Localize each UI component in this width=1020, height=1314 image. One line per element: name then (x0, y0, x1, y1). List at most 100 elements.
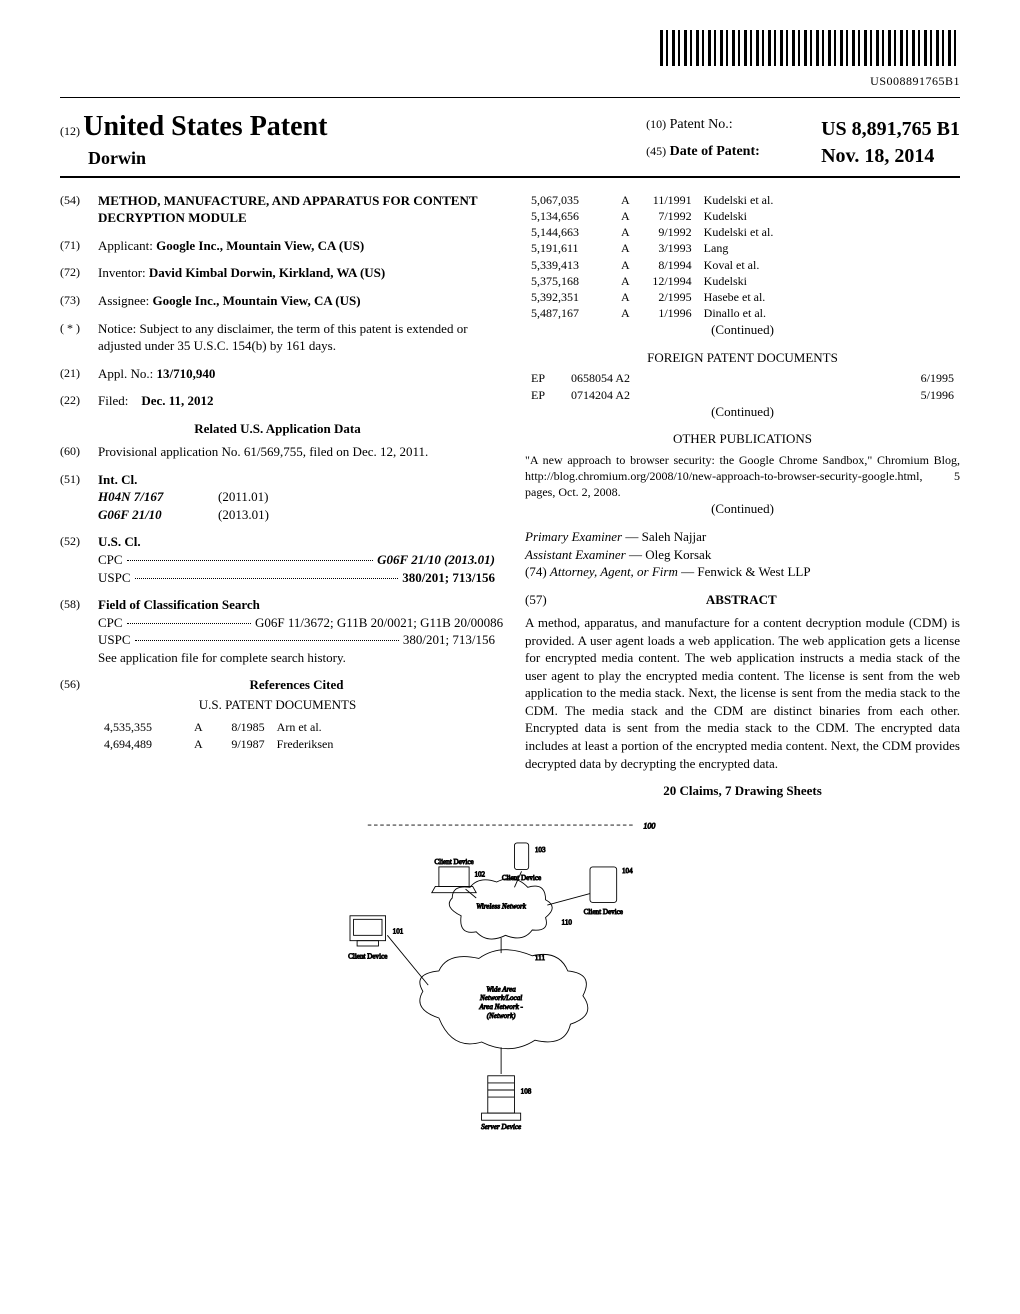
ref-row: 5,375,168A12/1994Kudelski (525, 273, 960, 289)
abstract-head: ABSTRACT (550, 591, 933, 609)
f58-uspc-r: 380/201; 713/156 (403, 631, 495, 649)
code-71: (71) (60, 237, 98, 255)
fig-label-100: 100 (643, 821, 655, 830)
continued-1: (Continued) (525, 321, 960, 339)
ref-date: 1/1996 (636, 305, 698, 321)
fig-client-label-1: Client Device (348, 952, 387, 960)
ref-auth: Kudelski et al. (698, 224, 960, 240)
field-60: (60) Provisional application No. 61/569,… (60, 443, 495, 461)
attorney-name: — Fenwick & West LLP (678, 564, 811, 579)
other-pub-text: "A new approach to browser security: the… (525, 452, 960, 501)
continued-2: (Continued) (525, 403, 960, 421)
continued-3: (Continued) (525, 500, 960, 518)
attorney-code: (74) (525, 564, 547, 579)
ref-row: 5,392,351A2/1995Hasebe et al. (525, 289, 960, 305)
ref-row: EP0714204 A25/1996 (525, 387, 960, 403)
left-column: (54) METHOD, MANUFACTURE, AND APPARATUS … (60, 192, 495, 800)
ref-date: 2/1995 (636, 289, 698, 305)
ref-row: EP0658054 A26/1995 (525, 370, 960, 386)
primary-examiner-label: Primary Examiner (525, 529, 622, 544)
value-60: Provisional application No. 61/569,755, … (98, 443, 495, 461)
field-52: (52) U.S. Cl. CPCG06F 21/10 (2013.01) US… (60, 533, 495, 586)
ref-row: 5,134,656A7/1992Kudelski (525, 208, 960, 224)
fig-client-label-4: Client Device (584, 908, 623, 916)
fig-server-label: Server Device (481, 1123, 521, 1131)
abstract-code: (57) (525, 592, 547, 607)
ref-cc: EP (525, 387, 565, 403)
title-54: METHOD, MANUFACTURE, AND APPARATUS FOR C… (98, 192, 495, 227)
code-54: (54) (60, 192, 98, 227)
ref-auth: Dinallo et al. (698, 305, 960, 321)
ref-kind: A (188, 719, 209, 735)
abstract-head-row: (57) ABSTRACT (525, 591, 960, 609)
ref-kind: A (615, 289, 636, 305)
claims-sheets-line: 20 Claims, 7 Drawing Sheets (525, 782, 960, 800)
fig-wan-label-4: (Network) (487, 1012, 516, 1020)
dots-icon (135, 631, 399, 641)
fig-wan-label-2: Network/Local (479, 994, 522, 1002)
ref-row: 4,535,355A8/1985Arn et al. (98, 719, 533, 735)
f52-cpc-r: G06F 21/10 (2013.01) (377, 551, 495, 569)
ref-row: 5,067,035A11/1991Kudelski et al. (525, 192, 960, 208)
label-72: Inventor: (98, 265, 146, 280)
ref-date: 5/1996 (898, 387, 960, 403)
field-71: (71) Applicant: Google Inc., Mountain Vi… (60, 237, 495, 255)
ref-num: 0714204 A2 (565, 387, 898, 403)
ref-date: 8/1994 (636, 257, 698, 273)
label-52: U.S. Cl. (98, 533, 495, 551)
fig-label-101: 101 (393, 927, 404, 935)
ref-auth: Frederiksen (271, 736, 533, 752)
primary-examiner: — Saleh Najjar (622, 529, 706, 544)
value-72: David Kimbal Dorwin, Kirkland, WA (US) (149, 265, 385, 280)
assistant-examiner: — Oleg Korsak (626, 547, 712, 562)
label-21: Appl. No.: (98, 366, 153, 381)
fig-label-102: 102 (474, 870, 485, 878)
ref-date: 9/1992 (636, 224, 698, 240)
ref-auth: Koval et al. (698, 257, 960, 273)
ref-kind: A (615, 305, 636, 321)
patent-no-label: Patent No.: (670, 117, 733, 132)
value-notice: Subject to any disclaimer, the term of t… (98, 321, 468, 354)
fig-wan-label-3: Area Network - (478, 1003, 523, 1011)
right-column: 5,067,035A11/1991Kudelski et al. 5,134,6… (525, 192, 960, 800)
ref-num: 5,339,413 (525, 257, 615, 273)
ref-row: 5,339,413A8/1994Koval et al. (525, 257, 960, 273)
fig-label-108: 108 (521, 1087, 532, 1095)
related-head: Related U.S. Application Data (60, 420, 495, 438)
ref-auth: Arn et al. (271, 719, 533, 735)
field-22: (22) Filed: Dec. 11, 2012 (60, 392, 495, 410)
label-51: Int. Cl. (98, 471, 495, 489)
top-divider (60, 97, 960, 98)
ref-date: 8/1985 (209, 719, 271, 735)
code-21: (21) (60, 365, 98, 383)
header-divider (60, 176, 960, 178)
examiner-block: Primary Examiner — Saleh Najjar Assistan… (525, 528, 960, 581)
title-code: (12) (60, 124, 80, 138)
foreign-refs-table: EP0658054 A26/1995 EP0714204 A25/1996 (525, 370, 960, 402)
f52-cpc-l: CPC (98, 551, 123, 569)
fig-wan-label-1: Wide Area (486, 985, 516, 993)
ref-kind: A (615, 240, 636, 256)
field-73: (73) Assignee: Google Inc., Mountain Vie… (60, 292, 495, 310)
dots-icon (127, 614, 251, 624)
value-71: Google Inc., Mountain View, CA (US) (156, 238, 364, 253)
ref-row: 5,191,611A3/1993Lang (525, 240, 960, 256)
code-60: (60) (60, 443, 98, 461)
label-22: Filed: (98, 393, 128, 408)
assistant-examiner-label: Assistant Examiner (525, 547, 626, 562)
patent-number-block: (10) Patent No.: US 8,891,765 B1 (45) Da… (646, 116, 960, 170)
ref-date: 7/1992 (636, 208, 698, 224)
ref-row: 5,144,663A9/1992Kudelski et al. (525, 224, 960, 240)
ref-num: 5,191,611 (525, 240, 615, 256)
patent-no-code: (10) (646, 117, 666, 131)
figure-block: 100 Client Device 101 Client Device 102 … (60, 818, 960, 1143)
network-diagram-icon: 100 Client Device 101 Client Device 102 … (320, 818, 700, 1138)
ref-num: 4,535,355 (98, 719, 188, 735)
ref-num: 5,067,035 (525, 192, 615, 208)
date-label: Date of Patent: (670, 144, 760, 159)
ref-auth: Hasebe et al. (698, 289, 960, 305)
ref-row: 4,694,489A9/1987Frederiksen (98, 736, 533, 752)
fig-wireless-label: Wireless Network (476, 902, 527, 910)
ref-date: 3/1993 (636, 240, 698, 256)
field-72: (72) Inventor: David Kimbal Dorwin, Kirk… (60, 264, 495, 282)
